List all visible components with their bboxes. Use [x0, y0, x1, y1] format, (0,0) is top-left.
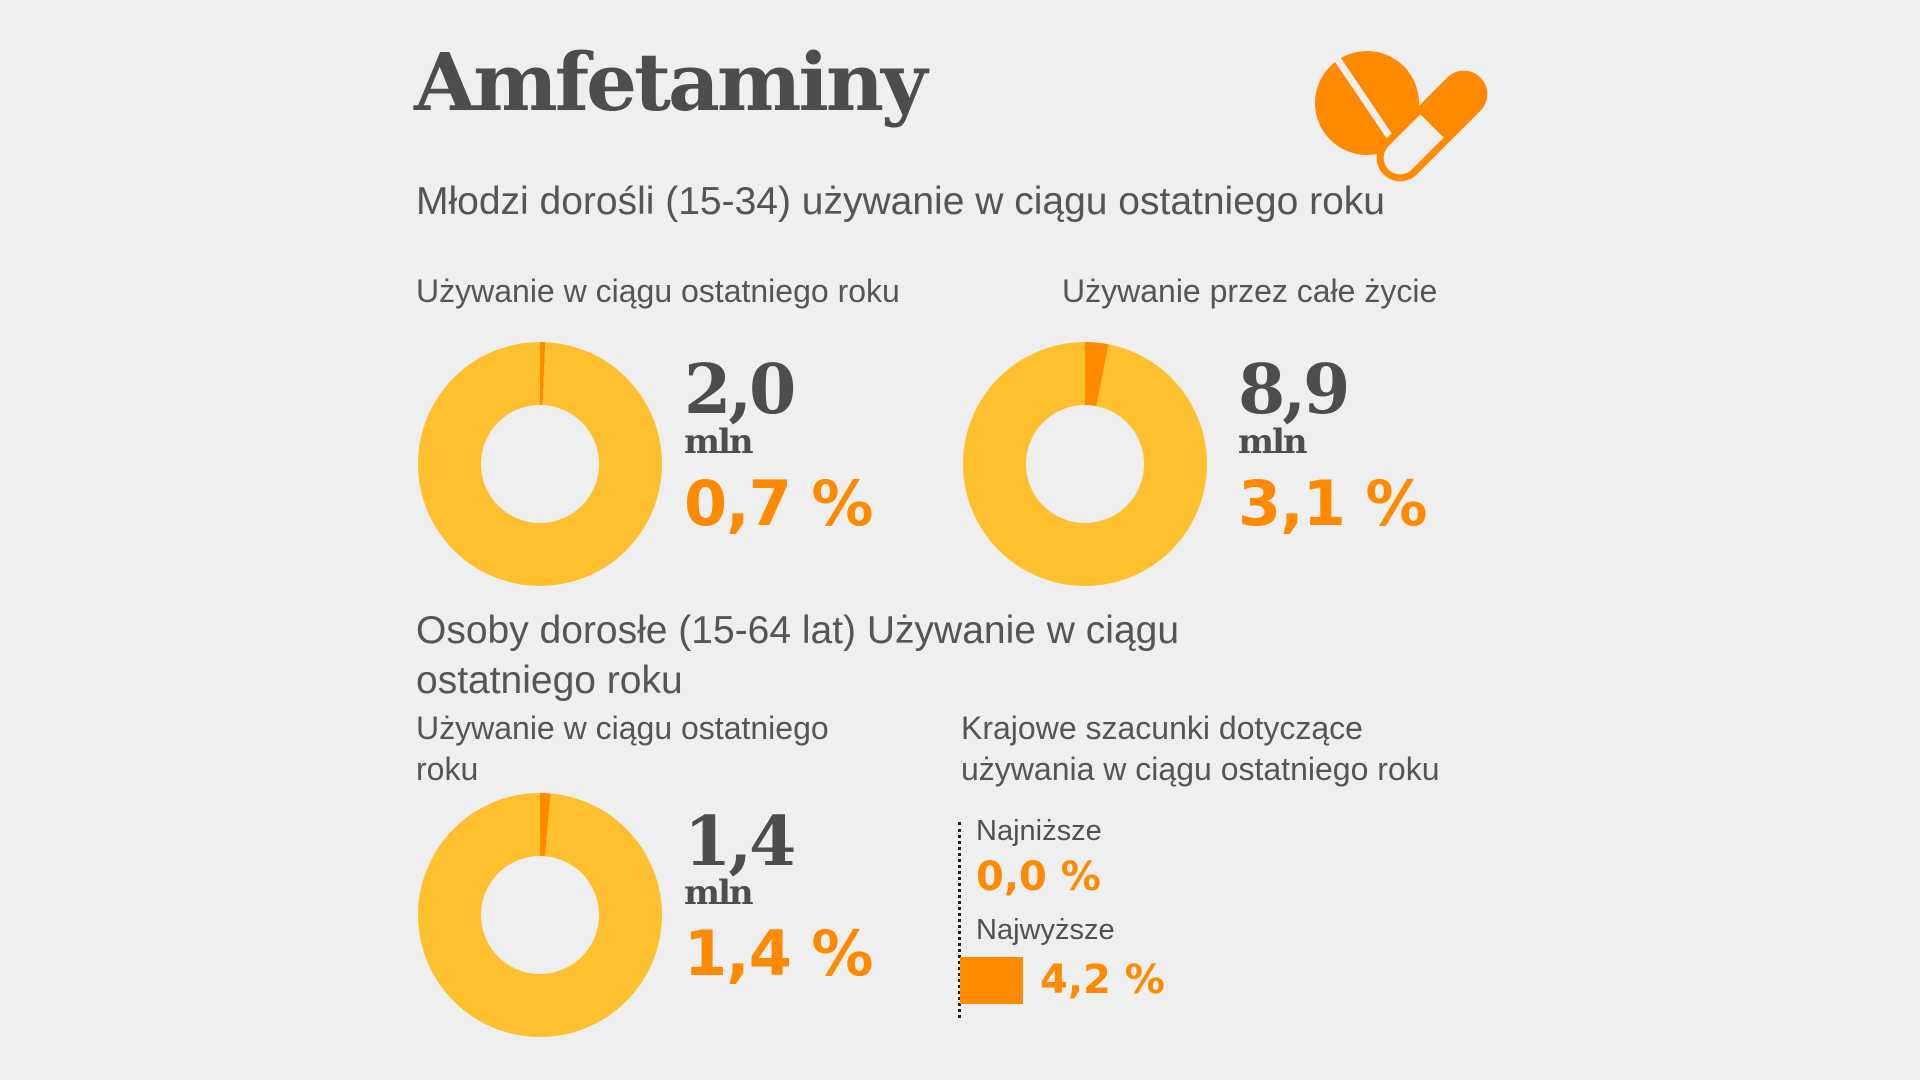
- donut-slice-usage: [1085, 342, 1109, 407]
- donut-slice-rest: [418, 342, 662, 586]
- section2-left-label-line1: Używanie w ciągu ostatniego: [416, 710, 829, 746]
- donut-slice-usage: [540, 793, 551, 857]
- adults-last-year-percent: 1,4 %: [684, 917, 874, 990]
- lowest-label: Najniższe: [976, 815, 1102, 847]
- young-lifetime-unit: mln: [1238, 422, 1308, 462]
- young-lifetime-value: 8,9: [1238, 350, 1350, 430]
- section1-right-label: Używanie przez całe życie: [1062, 273, 1438, 309]
- donut-slice-rest: [418, 793, 662, 1037]
- adults-last-year-unit: mln: [684, 873, 754, 913]
- section2-heading-line2: ostatniego roku: [416, 659, 683, 702]
- young-last-year-value: 2,0: [684, 350, 796, 430]
- highest-bar: [960, 957, 1023, 1004]
- adults-last-year-value: 1,4: [684, 802, 796, 882]
- section2-right-label-line1: Krajowe szacunki dotyczące: [961, 710, 1363, 746]
- highest-label: Najwyższe: [976, 914, 1115, 946]
- section2-left-label-line2: roku: [416, 751, 479, 787]
- donut-slice-rest: [963, 342, 1207, 586]
- section2-heading-line1: Osoby dorosłe (15-64 lat) Używanie w cią…: [416, 609, 1180, 652]
- section1-left-label: Używanie w ciągu ostatniego roku: [416, 273, 900, 309]
- donut-slice-usage: [540, 342, 546, 406]
- section2-right-label-line2: używania w ciągu ostatniego roku: [961, 751, 1440, 787]
- range-axis-dotted-line: [958, 822, 961, 1018]
- lowest-value: 0,0 %: [976, 854, 1101, 900]
- highest-value: 4,2 %: [1040, 957, 1165, 1003]
- donut-chart-young-lifetime: [963, 342, 1207, 586]
- page-title: Amfetaminy: [414, 35, 928, 129]
- young-lifetime-percent: 3,1 %: [1238, 467, 1428, 540]
- young-last-year-unit: mln: [684, 422, 754, 462]
- pills-icon: [1315, 51, 1488, 182]
- donut-chart-young-last-year: [418, 342, 662, 586]
- donut-chart-adults-last-year: [418, 793, 662, 1037]
- section1-heading: Młodzi dorośli (15-34) używanie w ciągu …: [416, 180, 1385, 223]
- young-last-year-percent: 0,7 %: [684, 467, 874, 540]
